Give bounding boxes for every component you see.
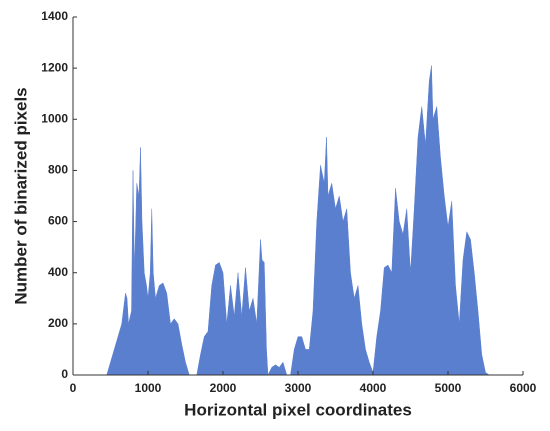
x-tick-label: 5000 — [435, 381, 462, 395]
x-tick-label: 3000 — [285, 381, 312, 395]
x-tick-label: 4000 — [360, 381, 387, 395]
y-tick-label: 800 — [48, 163, 68, 177]
y-tick-label: 0 — [61, 367, 68, 381]
y-tick-label: 600 — [48, 214, 68, 228]
y-tick-label: 1000 — [41, 111, 68, 125]
y-tick-label: 200 — [48, 316, 68, 330]
x-tick-label: 6000 — [510, 381, 537, 395]
x-axis-label: Horizontal pixel coordinates — [184, 400, 412, 419]
x-tick-label: 0 — [70, 381, 77, 395]
y-tick-label: 1200 — [41, 60, 68, 74]
y-tick-label: 1400 — [41, 9, 68, 23]
x-tick-label: 1000 — [135, 381, 162, 395]
x-tick-label: 2000 — [210, 381, 237, 395]
y-tick-label: 400 — [48, 265, 68, 279]
y-axis-label: Number of binarized pixels — [11, 87, 30, 304]
area — [106, 65, 491, 376]
